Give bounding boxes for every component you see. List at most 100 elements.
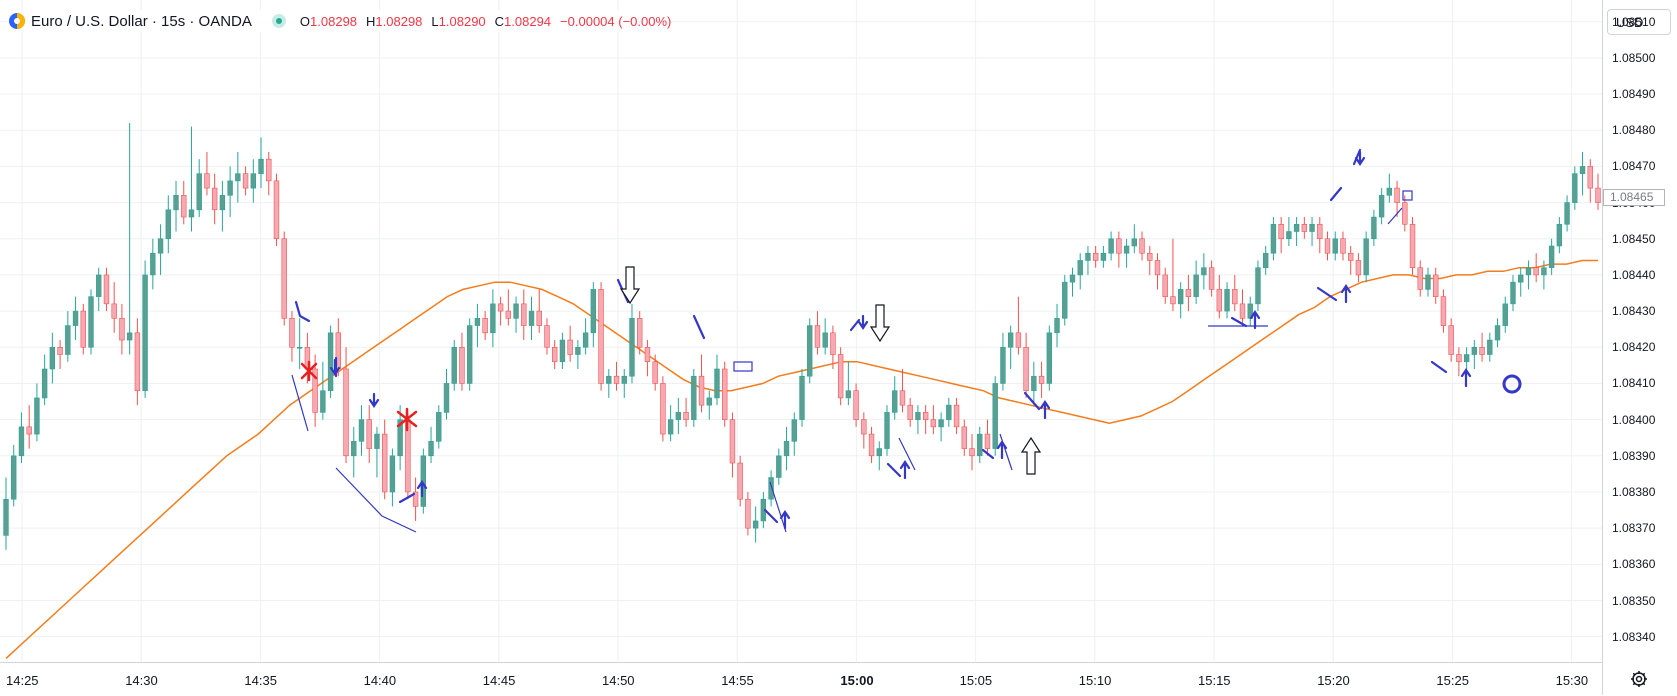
candle (1587, 159, 1593, 203)
price-axis[interactable] (1602, 0, 1677, 695)
candle (1487, 332, 1493, 362)
candle (26, 405, 32, 449)
candle (451, 340, 457, 391)
candle (1409, 217, 1416, 275)
candle (1046, 325, 1052, 391)
candle (320, 361, 326, 420)
candle (683, 397, 689, 427)
candle (1201, 253, 1207, 290)
candle-body (698, 375, 705, 406)
candle (188, 126, 195, 232)
candle (1440, 289, 1447, 333)
candle (289, 311, 295, 362)
time-tick-label: 14:30 (125, 673, 158, 688)
candle-body (1092, 252, 1099, 261)
candle-body (1348, 252, 1354, 261)
candle (884, 405, 890, 456)
candle-body (312, 368, 318, 413)
candle (1154, 253, 1161, 290)
candle (544, 318, 550, 355)
candle (660, 376, 666, 442)
settings-gear-icon[interactable] (1630, 670, 1648, 688)
candle (3, 477, 9, 550)
open-value: O1.08298 (300, 14, 357, 29)
candle (1324, 231, 1331, 261)
price-tick-label: 1.08450 (1612, 231, 1656, 246)
candle-body (188, 209, 195, 218)
candle (644, 340, 651, 377)
candle (134, 318, 141, 406)
candle (513, 296, 519, 333)
flag-logo-icon[interactable] (8, 12, 26, 30)
candle-body (922, 412, 929, 420)
candle-body (1108, 238, 1114, 254)
candle-body (1572, 173, 1578, 203)
candle (1193, 260, 1199, 304)
candle (969, 434, 975, 471)
candle-body (722, 368, 728, 420)
market-status-icon[interactable] (271, 14, 286, 28)
candle (374, 426, 380, 478)
candle (1108, 231, 1114, 261)
price-tick-label: 1.08390 (1612, 448, 1656, 463)
candle (698, 354, 705, 413)
currency-selector[interactable]: USD (1607, 9, 1671, 35)
candle (1262, 245, 1269, 275)
candlestick-chart[interactable] (0, 0, 1602, 662)
candle-body (173, 195, 179, 211)
time-axis[interactable] (0, 662, 1602, 696)
candle-body (892, 390, 898, 413)
candle (1340, 231, 1346, 261)
candle (559, 332, 566, 369)
candle-body (397, 419, 403, 457)
candle-body (637, 318, 643, 348)
candle (142, 260, 148, 398)
candle-body (837, 354, 844, 399)
candle-body (513, 303, 519, 319)
candle-body (1433, 274, 1439, 297)
candle (1170, 238, 1176, 312)
candle-body (358, 419, 365, 442)
down-arrow-annotation (692, 314, 706, 340)
candle-body (111, 303, 117, 319)
time-tick-label: 15:00 (840, 673, 874, 688)
candle (34, 383, 40, 442)
candle (776, 448, 782, 485)
candle-body (1409, 223, 1416, 268)
candle (1054, 303, 1060, 348)
up-arrow-annotation (398, 480, 428, 504)
chart-plot-area[interactable]: Euro / U.S. Dollar · 15s · OANDA O1.0829… (0, 0, 1602, 662)
candle-body (1386, 187, 1393, 196)
candle (1494, 318, 1501, 348)
symbol-title[interactable]: Euro / U.S. Dollar · 15s · OANDA (31, 12, 252, 30)
candle-body (1324, 238, 1331, 254)
candle (861, 412, 867, 449)
candle-body (490, 303, 496, 334)
candle (443, 368, 450, 420)
candle-body (1317, 223, 1323, 240)
moving-average-line (5, 259, 1598, 659)
candle-body (1031, 375, 1037, 391)
candle (381, 419, 388, 500)
time-tick-label: 15:20 (1317, 673, 1350, 688)
candle (528, 296, 535, 341)
candle (436, 405, 442, 449)
candle-body (1239, 303, 1246, 319)
candle (1139, 231, 1145, 261)
candle-body (621, 375, 627, 384)
candle (992, 376, 998, 456)
candle (428, 426, 434, 464)
up-arrow-annotation (1316, 284, 1352, 304)
candle (1378, 188, 1385, 225)
candle (1510, 274, 1516, 312)
down-arrow-annotation (849, 314, 869, 332)
candle-body (1340, 238, 1346, 254)
candle-body (961, 426, 967, 449)
candle-body (1139, 238, 1145, 254)
candle (783, 426, 790, 471)
candle-body (1564, 202, 1570, 225)
candle (397, 405, 403, 471)
candle (621, 368, 627, 398)
candle-body (667, 419, 674, 435)
candle-body (752, 520, 759, 529)
